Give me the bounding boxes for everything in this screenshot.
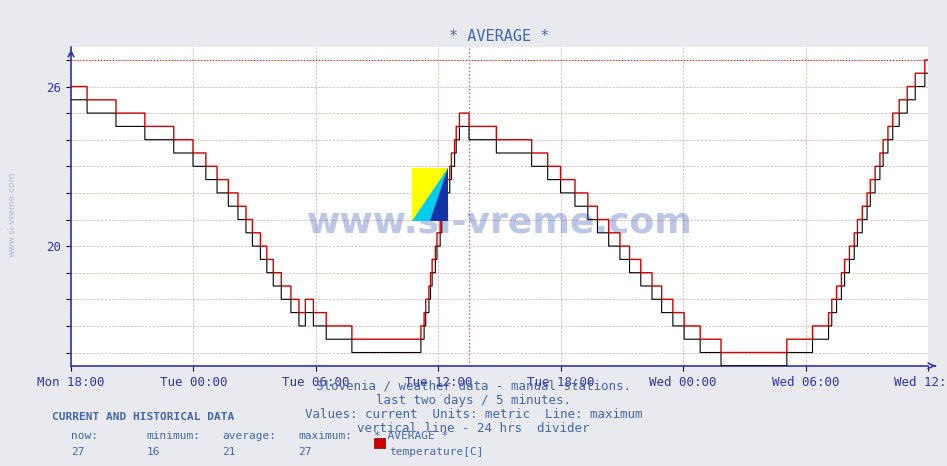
Text: last two days / 5 minutes.: last two days / 5 minutes. [376,394,571,407]
Text: maximum:: maximum: [298,431,352,441]
Text: 21: 21 [223,447,236,457]
Polygon shape [430,168,448,221]
Text: 16: 16 [147,447,160,457]
Text: 27: 27 [71,447,84,457]
Text: now:: now: [71,431,98,441]
Text: CURRENT AND HISTORICAL DATA: CURRENT AND HISTORICAL DATA [52,412,234,422]
Text: Values: current  Units: metric  Line: maximum: Values: current Units: metric Line: maxi… [305,408,642,421]
Polygon shape [412,168,448,221]
Text: Slovenia / weather data - manual stations.: Slovenia / weather data - manual station… [316,380,631,393]
Text: temperature[C]: temperature[C] [389,447,484,457]
Title: * AVERAGE *: * AVERAGE * [450,29,549,44]
Text: minimum:: minimum: [147,431,201,441]
Text: vertical line - 24 hrs  divider: vertical line - 24 hrs divider [357,422,590,435]
Text: 27: 27 [298,447,312,457]
Polygon shape [412,168,448,221]
Text: www.si-vreme.com: www.si-vreme.com [8,171,17,257]
Text: * AVERAGE *: * AVERAGE * [374,431,448,441]
Text: www.si-vreme.com: www.si-vreme.com [307,205,692,239]
Text: average:: average: [223,431,277,441]
